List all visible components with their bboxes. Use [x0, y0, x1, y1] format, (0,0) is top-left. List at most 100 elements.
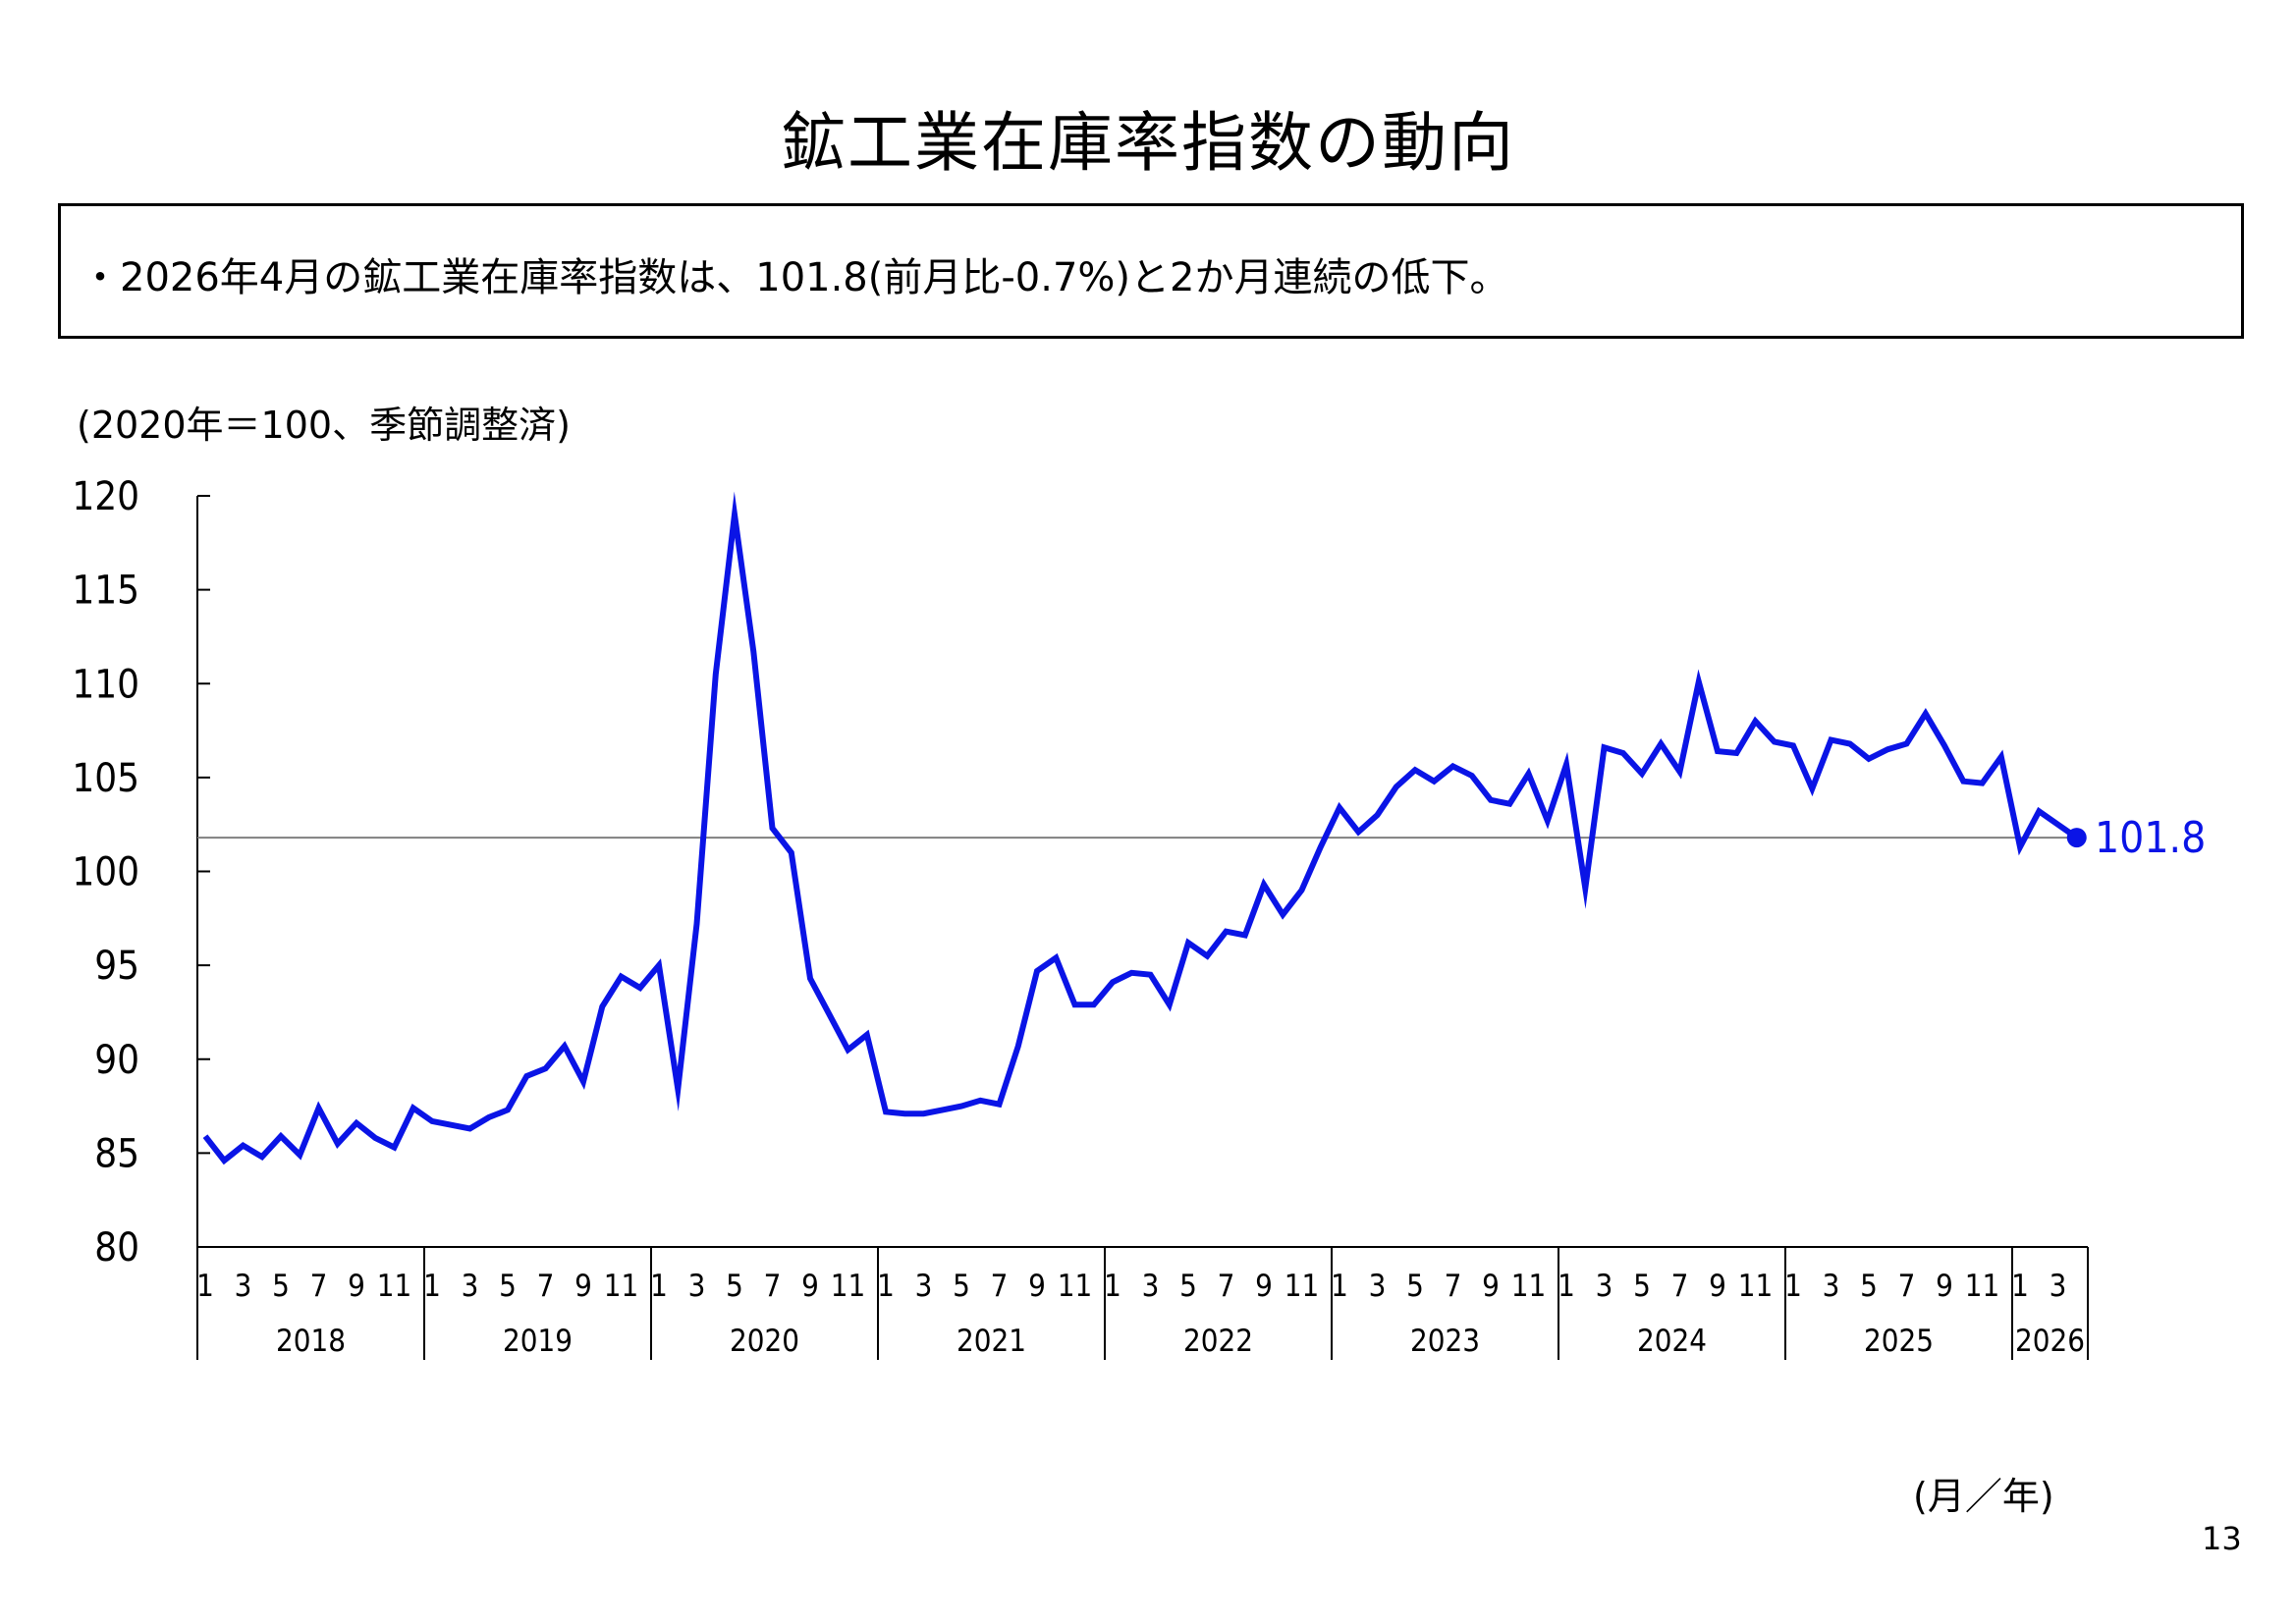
series-polyline — [202, 491, 2079, 1165]
data-point — [1112, 981, 1115, 984]
data-point — [1490, 798, 1493, 801]
data-point — [2038, 810, 2041, 813]
y-tick-label: 110 — [72, 662, 139, 707]
data-point — [865, 1033, 868, 1036]
data-point — [1092, 1003, 1095, 1006]
data-point — [1187, 942, 1190, 945]
data-point — [1206, 954, 1209, 957]
month-tick-label: 11 — [604, 1269, 638, 1304]
data-point — [507, 1109, 510, 1111]
month-tick-label: 3 — [235, 1269, 252, 1304]
month-tick-label: 5 — [953, 1269, 970, 1304]
month-tick-label: 11 — [1511, 1269, 1546, 1304]
data-point — [525, 1074, 528, 1077]
month-tick-label: 11 — [1965, 1269, 1999, 1304]
year-label: 2025 — [1864, 1324, 1934, 1359]
y-tick-label: 95 — [94, 944, 139, 989]
data-point — [1357, 831, 1360, 834]
data-point — [828, 1012, 831, 1015]
data-point — [790, 851, 793, 854]
data-point — [1414, 769, 1417, 772]
year-label: 2018 — [276, 1324, 346, 1359]
data-point — [714, 673, 717, 676]
data-point — [1981, 782, 1984, 785]
last-value-dot — [2066, 828, 2087, 848]
data-point — [411, 1107, 414, 1110]
month-tick-label: 9 — [1255, 1269, 1273, 1304]
data-point — [431, 1119, 434, 1122]
data-point — [1243, 934, 1246, 937]
month-tick-label: 7 — [537, 1269, 555, 1304]
month-tick-label: 9 — [1028, 1269, 1046, 1304]
data-point — [1546, 819, 1549, 822]
y-axis-ticks: 80 85 90 95 100 105 110 115 120 — [72, 474, 210, 1271]
month-tick-label: 5 — [1860, 1269, 1878, 1304]
month-tick-label: 1 — [196, 1269, 214, 1304]
month-tick-label: 3 — [2050, 1269, 2067, 1304]
data-point — [752, 650, 755, 653]
data-point — [1848, 742, 1851, 745]
data-point — [885, 1110, 888, 1113]
data-point — [847, 1049, 849, 1052]
month-tick-label: 9 — [348, 1269, 365, 1304]
y-tick-label: 100 — [72, 850, 139, 895]
month-tick-label: 9 — [1709, 1269, 1726, 1304]
data-point — [1036, 969, 1039, 972]
y-axis-unit-label: (2020年＝100、季節調整済) — [77, 404, 571, 447]
data-point — [1565, 763, 1568, 766]
data-point — [1016, 1045, 1019, 1048]
month-tick-label: 11 — [1285, 1269, 1319, 1304]
month-tick-label: 9 — [574, 1269, 592, 1304]
month-tick-label: 3 — [462, 1269, 479, 1304]
summary-text: ・2026年4月の鉱工業在庫率指数は、101.8(前月比-0.7%)と2か月連続… — [81, 255, 1509, 300]
month-tick-label: 3 — [1596, 1269, 1613, 1304]
month-tick-label: 1 — [1104, 1269, 1121, 1304]
y-tick-label: 90 — [94, 1038, 139, 1083]
page-number: 13 — [2202, 1520, 2242, 1557]
data-point — [2056, 823, 2059, 826]
y-tick-label: 115 — [72, 568, 139, 614]
year-label: 2026 — [2015, 1324, 2085, 1359]
data-point — [544, 1067, 547, 1070]
data-point — [374, 1137, 377, 1140]
data-point — [355, 1121, 358, 1124]
data-point — [922, 1112, 925, 1115]
data-point — [1073, 1003, 1076, 1006]
data-point — [1999, 755, 2002, 758]
data-point — [979, 1099, 982, 1102]
month-tick-label: 5 — [272, 1269, 290, 1304]
month-tick-label: 9 — [1482, 1269, 1500, 1304]
last-value-marker: 101.8 — [2066, 813, 2206, 863]
data-point — [1621, 752, 1624, 755]
month-tick-label: 5 — [499, 1269, 517, 1304]
data-point — [582, 1080, 585, 1083]
data-point — [1811, 787, 1814, 790]
data-point — [317, 1107, 320, 1110]
data-point — [1678, 771, 1681, 774]
data-point — [1470, 774, 1473, 777]
data-point — [903, 1112, 906, 1115]
data-point — [1225, 930, 1228, 933]
data-point — [1508, 802, 1511, 805]
data-point — [280, 1135, 283, 1138]
y-tick-label: 120 — [72, 474, 139, 519]
data-point — [1943, 744, 1946, 747]
year-label: 2024 — [1637, 1324, 1707, 1359]
month-tick-label: 5 — [1179, 1269, 1197, 1304]
month-tick-label: 1 — [1784, 1269, 1802, 1304]
data-point — [734, 514, 737, 516]
data-point — [468, 1127, 471, 1130]
year-label: 2020 — [730, 1324, 799, 1359]
x-axis-unit-label: (月／年) — [1913, 1475, 2054, 1518]
month-tick-label: 5 — [1406, 1269, 1424, 1304]
data-point — [563, 1045, 566, 1048]
data-point — [1263, 883, 1266, 886]
month-tick-label: 1 — [423, 1269, 441, 1304]
series-line — [202, 491, 2079, 1165]
data-point — [1717, 750, 1720, 753]
month-tick-label: 1 — [2011, 1269, 2029, 1304]
data-point — [620, 975, 623, 978]
month-tick-label: 11 — [1058, 1269, 1092, 1304]
data-point — [1886, 748, 1889, 751]
